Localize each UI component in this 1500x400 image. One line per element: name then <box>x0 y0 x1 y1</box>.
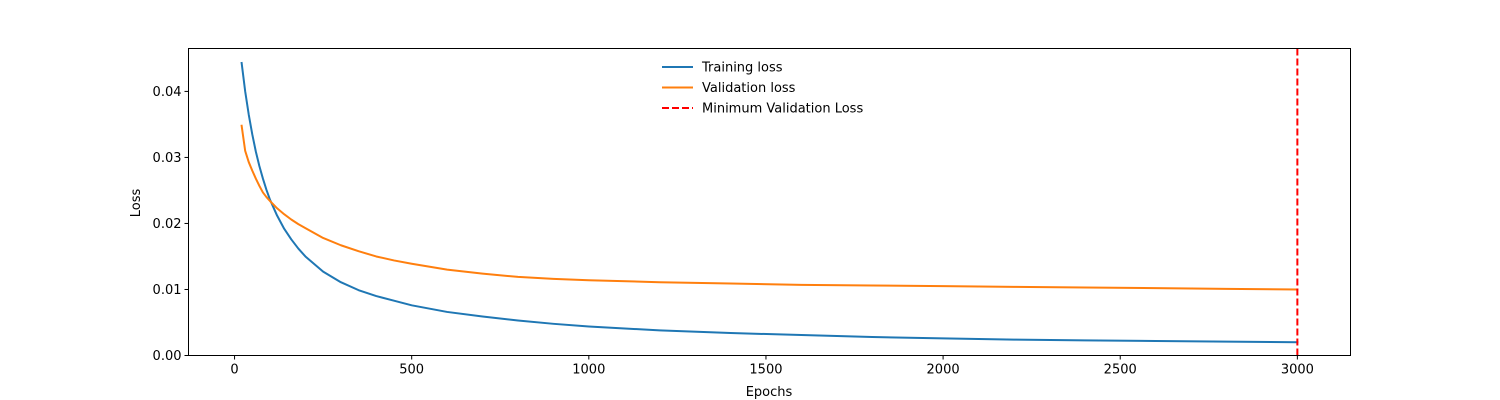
y-tick-label: 0.01 <box>153 283 182 298</box>
x-tick-label: 1500 <box>749 363 782 378</box>
x-axis-label: Epochs <box>746 385 793 400</box>
series-line-validation-loss <box>240 124 1299 291</box>
legend-label-validation-loss: Validation loss <box>702 81 796 96</box>
legend: Training loss Validation loss Minimum Va… <box>662 61 863 117</box>
x-tick-label: 0 <box>230 363 238 378</box>
y-tick-label: 0.00 <box>153 349 182 364</box>
x-tick-label: 3000 <box>1281 363 1314 378</box>
y-tick-label: 0.02 <box>153 217 182 232</box>
x-tick-label: 500 <box>399 363 424 378</box>
legend-label-minimum-validation-loss: Minimum Validation Loss <box>702 102 863 117</box>
plot-content <box>240 48 1299 356</box>
y-tick-label: 0.03 <box>153 151 182 166</box>
legend-label-training-loss: Training loss <box>701 61 783 76</box>
y-axis-label: Loss <box>129 189 144 218</box>
x-axis-ticks: 0 500 1000 1500 2000 2500 3000 <box>230 355 1314 378</box>
x-tick-label: 2500 <box>1104 363 1137 378</box>
series-line-training-loss <box>240 61 1299 344</box>
x-tick-label: 1000 <box>572 363 605 378</box>
y-axis-ticks: 0.00 0.01 0.02 0.03 0.04 <box>153 85 189 364</box>
y-tick-label: 0.04 <box>153 85 182 100</box>
x-tick-label: 2000 <box>927 363 960 378</box>
axes-frame <box>188 48 1351 356</box>
